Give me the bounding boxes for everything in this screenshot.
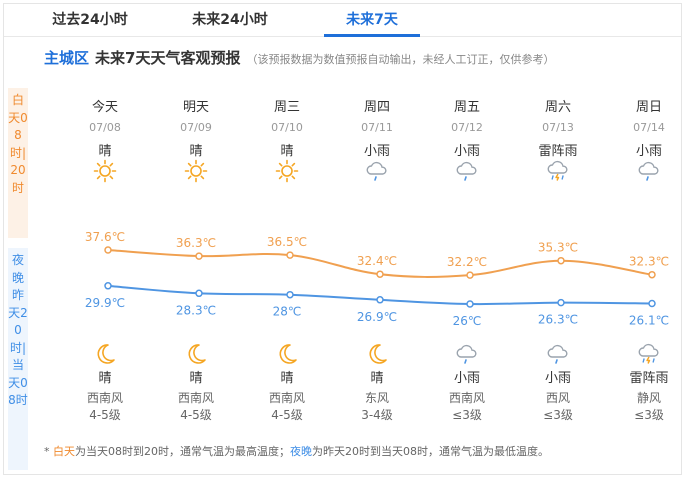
wind-direction: 西南风 xyxy=(177,391,214,405)
light-rain-icon xyxy=(636,161,662,187)
night-weather: 雷阵雨 xyxy=(629,371,669,386)
night-weather-icon xyxy=(247,342,327,368)
forecast-title: 未来7天天气客观预报 xyxy=(95,49,241,67)
day-date: 07/11 xyxy=(361,121,393,134)
day-weather: 小雨 xyxy=(635,144,662,159)
wind-direction: 静风 xyxy=(636,391,661,405)
forecast-disclaimer: （该预报数据为数值预报自动输出，未经人工订正，仅供参考） xyxy=(246,53,555,66)
day-weather: 小雨 xyxy=(363,144,390,159)
day-weather: 晴 xyxy=(280,144,294,159)
night-weather-icon xyxy=(518,342,598,368)
day-weather: 晴 xyxy=(98,144,112,159)
day-weather-icon xyxy=(156,159,236,185)
night-weather-icon xyxy=(337,342,417,368)
footnote-night-word: 夜晚 xyxy=(290,445,312,458)
light-rain-icon xyxy=(454,344,480,370)
footnote-day-text: 为当天08时到20时，通常气温为最高温度； xyxy=(75,445,290,458)
day-date: 07/09 xyxy=(180,121,212,134)
day-weather-icon xyxy=(337,159,417,185)
forecast-panel xyxy=(3,3,682,475)
night-weather: 晴 xyxy=(98,371,112,386)
sun-icon xyxy=(275,159,299,187)
night-weather: 小雨 xyxy=(544,371,571,386)
page-title: 主城区 未来7天天气客观预报 （该预报数据为数值预报自动输出，未经人工订正，仅供参考… xyxy=(44,47,554,68)
day-date: 07/12 xyxy=(451,121,483,134)
day-weather-icon xyxy=(427,159,507,185)
tab-bar: 过去24小时 未来24小时 未来7天 xyxy=(4,6,681,37)
night-period-label: 夜晚昨天20时|当天08时 xyxy=(8,248,28,470)
day-name: 今天 xyxy=(91,100,118,115)
tab-next-24h[interactable]: 未来24小时 xyxy=(192,12,268,28)
moon-icon xyxy=(184,344,208,370)
wind-level: 4-5级 xyxy=(89,408,121,422)
moon-icon xyxy=(365,344,389,370)
day-date: 07/14 xyxy=(633,121,665,134)
wind-level: ≤3级 xyxy=(543,408,573,422)
wind-level: ≤3级 xyxy=(634,408,664,422)
wind-level: 4-5级 xyxy=(271,408,303,422)
day-weather-icon xyxy=(247,159,327,185)
day-weather: 小雨 xyxy=(453,144,480,159)
day-weather: 雷阵雨 xyxy=(538,144,578,159)
tab-past-24h[interactable]: 过去24小时 xyxy=(52,12,128,28)
wind-direction: 东风 xyxy=(364,391,389,405)
night-weather-icon xyxy=(156,342,236,368)
wind-direction: 西风 xyxy=(545,391,570,405)
light-rain-icon xyxy=(454,161,480,187)
day-period-label: 白天08时|20时 xyxy=(8,88,28,238)
night-weather: 晴 xyxy=(280,371,294,386)
day-date: 07/08 xyxy=(89,121,121,134)
wind-level: ≤3级 xyxy=(452,408,482,422)
sun-icon xyxy=(184,159,208,187)
sun-icon xyxy=(93,159,117,187)
thunderstorm-icon xyxy=(545,160,571,187)
tab-next-7-days[interactable]: 未来7天 xyxy=(324,8,420,37)
night-weather-icon xyxy=(65,342,145,368)
day-name: 周六 xyxy=(544,100,571,115)
night-weather: 晴 xyxy=(370,371,384,386)
footnote-prefix: * xyxy=(44,445,53,458)
wind-level: 3-4级 xyxy=(361,408,393,422)
wind-direction: 西南风 xyxy=(448,391,485,405)
wind-direction: 西南风 xyxy=(86,391,123,405)
wind-level: 4-5级 xyxy=(180,408,212,422)
night-weather-icon xyxy=(427,342,507,368)
moon-icon xyxy=(93,344,117,370)
footnote: * 白天为当天08时到20时，通常气温为最高温度；夜晚为昨天20时到当天08时，… xyxy=(44,443,549,459)
day-weather-icon xyxy=(609,159,685,185)
day-date: 07/13 xyxy=(542,121,574,134)
day-date: 07/10 xyxy=(271,121,303,134)
thunderstorm-icon xyxy=(636,343,662,370)
footnote-day-word: 白天 xyxy=(53,445,75,458)
day-weather: 晴 xyxy=(189,144,203,159)
day-name: 周日 xyxy=(635,100,662,115)
day-name: 周四 xyxy=(363,100,390,115)
wind-direction: 西南风 xyxy=(268,391,305,405)
day-name: 周五 xyxy=(453,100,480,115)
moon-icon xyxy=(275,344,299,370)
day-weather-icon xyxy=(518,159,598,185)
light-rain-icon xyxy=(545,344,571,370)
night-weather: 小雨 xyxy=(453,371,480,386)
day-name: 明天 xyxy=(182,100,209,115)
day-name: 周三 xyxy=(273,100,300,115)
light-rain-icon xyxy=(364,161,390,187)
city-name: 主城区 xyxy=(44,49,90,67)
night-weather-icon xyxy=(609,342,685,368)
day-weather-icon xyxy=(65,159,145,185)
night-weather: 晴 xyxy=(189,371,203,386)
footnote-night-text: 为昨天20时到当天08时，通常气温为最低温度。 xyxy=(312,445,549,458)
